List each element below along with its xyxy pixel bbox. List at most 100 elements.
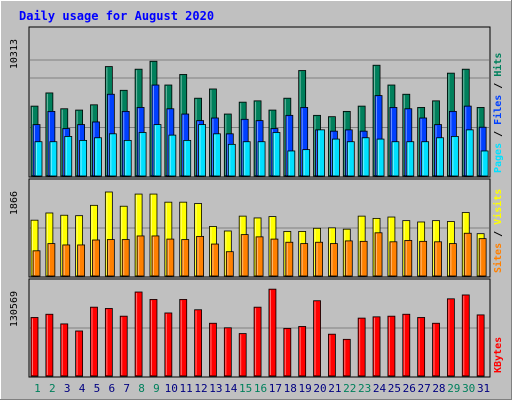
bar-kbytes-day-3 (60, 323, 69, 377)
x-tick-label-13: 13 (209, 382, 222, 395)
bar-pages-day-9 (153, 124, 162, 177)
bar-sites-day-15 (240, 234, 249, 277)
bar-kbytes-day-27 (417, 317, 426, 377)
bar-kbytes-day-8 (134, 291, 143, 377)
bar-pages-day-4 (79, 139, 88, 177)
bar-sites-day-19 (300, 243, 309, 277)
bar-kbytes-day-22 (342, 338, 351, 377)
bar-pages-day-19 (302, 149, 311, 177)
panels-layer: 10313 Pages / Files / Hits 1866 Sites / Vis… (9, 26, 504, 378)
x-tick-label-10: 10 (165, 382, 178, 395)
bar-sites-day-26 (404, 240, 413, 277)
bar-kbytes-day-15 (238, 333, 247, 377)
legend-item-visits: Visits (492, 189, 504, 225)
bar-pages-day-6 (108, 133, 117, 177)
bar-sites-day-30 (463, 232, 472, 277)
bar-kbytes-day-21 (328, 333, 336, 377)
bar-sites-day-31 (478, 238, 487, 277)
bar-pages-day-3 (64, 136, 73, 177)
bar-sites-day-6 (106, 239, 115, 277)
x-tick-label-8: 8 (138, 382, 145, 395)
x-tick-label-2: 2 (49, 382, 56, 395)
bar-pages-day-22 (346, 141, 355, 177)
bar-kbytes-day-9 (149, 299, 158, 377)
legend-item-hits: Hits (492, 53, 504, 77)
bar-sites-day-10 (166, 238, 175, 277)
bar-sites-day-18 (285, 241, 294, 277)
legend-item-files: Files (492, 95, 504, 125)
x-tick-label-7: 7 (123, 382, 130, 395)
bar-kbytes-day-13 (209, 322, 217, 377)
bar-kbytes-day-24 (372, 316, 381, 377)
bar-kbytes-day-2 (45, 313, 54, 377)
bar-sites-day-2 (47, 243, 56, 277)
bar-sites-day-3 (62, 244, 71, 277)
bar-sites-day-24 (374, 232, 383, 277)
bar-pages-day-16 (257, 141, 266, 177)
bar-pages-day-13 (213, 133, 221, 177)
legend-separator: / (493, 225, 504, 243)
bar-sites-day-9 (151, 235, 160, 277)
panel-kbytes: 130569 KBytes (9, 278, 504, 378)
x-tick-label-26: 26 (403, 382, 416, 395)
bar-pages-day-31 (480, 150, 489, 177)
bar-kbytes-day-28 (432, 322, 440, 377)
x-tick-label-24: 24 (373, 382, 387, 395)
legend-kbytes: KBytes (493, 337, 504, 373)
x-tick-label-11: 11 (180, 382, 193, 395)
x-tick-label-12: 12 (194, 382, 207, 395)
bar-pages-day-2 (49, 141, 58, 177)
bar-sites-day-1 (32, 250, 41, 277)
bar-kbytes-day-18 (283, 327, 292, 377)
bar-pages-day-11 (183, 139, 192, 177)
chart-title: Daily usage for August 2020 (19, 9, 214, 23)
y-max-label: 130569 (9, 291, 20, 327)
bar-kbytes-day-30 (461, 294, 470, 377)
bar-sites-day-17 (270, 238, 279, 277)
bar-kbytes-day-29 (446, 298, 455, 377)
bar-kbytes-day-10 (164, 312, 173, 377)
bar-sites-day-28 (434, 241, 442, 277)
bar-sites-day-20 (315, 241, 323, 277)
bar-kbytes-day-11 (179, 299, 188, 377)
bar-sites-day-16 (255, 236, 264, 277)
bar-pages-day-20 (317, 129, 325, 177)
legend-visits-sites: Sites / Visits (492, 189, 504, 273)
x-tick-label-9: 9 (153, 382, 160, 395)
x-tick-label-28: 28 (432, 382, 445, 395)
bar-pages-day-21 (332, 138, 340, 177)
bar-pages-day-17 (272, 132, 281, 177)
bar-pages-day-5 (94, 137, 102, 177)
bar-sites-day-13 (211, 243, 219, 277)
x-tick-label-1: 1 (34, 382, 41, 395)
legend-item-kbytes: KBytes (493, 337, 504, 373)
bar-pages-day-30 (465, 129, 474, 177)
x-tick-label-30: 30 (462, 382, 475, 395)
x-tick-label-14: 14 (224, 382, 238, 395)
bar-pages-day-27 (421, 141, 430, 177)
bar-pages-day-26 (406, 141, 415, 177)
x-tick-label-20: 20 (313, 382, 326, 395)
bar-sites-day-21 (330, 243, 338, 277)
x-tick-label-25: 25 (388, 382, 401, 395)
bar-sites-day-7 (121, 239, 130, 277)
bar-kbytes-day-6 (104, 308, 113, 377)
bar-pages-day-15 (242, 141, 251, 177)
x-tick-label-16: 16 (254, 382, 267, 395)
bar-kbytes-day-20 (313, 300, 321, 377)
legend-item-pages: Pages (493, 143, 504, 173)
x-tick-label-22: 22 (343, 382, 356, 395)
bar-kbytes-day-1 (30, 317, 39, 377)
bar-pages-day-10 (168, 134, 177, 177)
bar-sites-day-23 (359, 240, 368, 277)
x-tick-label-17: 17 (269, 382, 282, 395)
x-tick-label-15: 15 (239, 382, 252, 395)
x-tick-label-19: 19 (298, 382, 311, 395)
legend-separator: / (493, 77, 504, 95)
bar-pages-day-7 (123, 139, 132, 177)
panel-hits-files-pages: 10313 Pages / Files / Hits (9, 26, 504, 178)
bar-pages-day-28 (436, 137, 444, 177)
y-max-label: 1866 (9, 191, 20, 215)
